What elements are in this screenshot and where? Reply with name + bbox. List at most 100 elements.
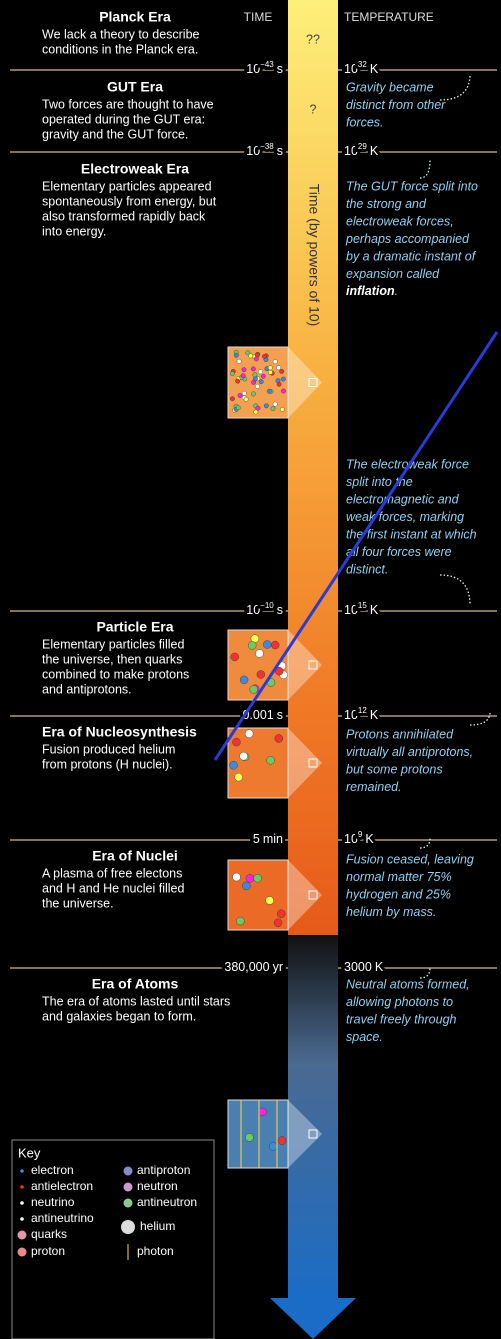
key-item: proton: [31, 1244, 65, 1258]
era-description: Two forces are thought to have: [42, 97, 214, 111]
label-unit: s: [277, 708, 283, 722]
particle: [280, 376, 286, 382]
time-label: 10−38 s: [246, 142, 283, 158]
particle: [248, 641, 257, 650]
note-line: electroweak forces,: [346, 214, 454, 228]
key-icon: [17, 1247, 27, 1257]
label-base: 10: [344, 603, 358, 617]
pointer: [439, 574, 471, 606]
label-base: 3000: [344, 960, 372, 974]
particle: [274, 734, 284, 743]
era-description: Elementary particles appeared: [42, 179, 212, 193]
label-unit: K: [375, 960, 384, 974]
box-marker: [308, 1129, 318, 1139]
pointer: [439, 73, 471, 101]
era-description: Elementary particles filled: [42, 637, 184, 651]
particle: [277, 1136, 287, 1145]
particle: [245, 350, 251, 356]
particle: [249, 685, 258, 694]
key-item: electron: [31, 1163, 74, 1177]
label-unit: K: [370, 603, 379, 617]
particle: [256, 670, 266, 679]
temperature-header: TEMPERATURE: [344, 10, 434, 24]
label-base: 10: [246, 62, 260, 76]
era-description: A plasma of free electons: [42, 866, 182, 880]
key-icon: [123, 1198, 133, 1208]
label-unit: s: [277, 144, 283, 158]
particle: [262, 640, 272, 649]
pointer: [419, 967, 431, 979]
key-item: antielectron: [31, 1179, 93, 1193]
particle: [236, 916, 245, 926]
particle: [276, 909, 286, 918]
particle: [252, 372, 258, 378]
arrow-head: [270, 1298, 356, 1339]
label-base: 10: [344, 708, 358, 722]
temperature-label: 1029 K: [344, 142, 379, 158]
label-unit: K: [370, 62, 379, 76]
note-line: The electroweak force: [346, 457, 469, 471]
label-base: 0.001: [242, 708, 273, 722]
particle: [279, 369, 285, 374]
label-base: 380,000: [224, 960, 269, 974]
particle: [255, 649, 264, 658]
note-line: hydrogen and 25%: [346, 887, 451, 901]
label-unit: s: [277, 603, 283, 617]
note-emphasis: inflation: [346, 284, 395, 298]
particle: [232, 872, 241, 882]
note-line: helium by mass.: [346, 905, 436, 919]
particle: [229, 761, 238, 770]
particle: [276, 381, 282, 387]
particle: [251, 391, 256, 397]
particle: [230, 396, 235, 402]
era-description: Fusion produced helium: [42, 742, 175, 756]
particle: [236, 358, 242, 364]
particle: [270, 640, 280, 650]
time-label: 10−10 s: [246, 601, 283, 617]
note-line: all four forces were: [346, 545, 452, 559]
unknown-time: ??: [306, 32, 320, 46]
era-title: Planck Era: [99, 9, 171, 25]
particle: [281, 388, 286, 394]
era-description: gravity and the GUT force.: [42, 127, 188, 141]
label-exponent: 9: [358, 830, 363, 839]
label-exponent: 15: [358, 601, 367, 610]
label-unit: K: [365, 832, 374, 846]
time-column-cool: [288, 935, 338, 1300]
particle: [266, 388, 272, 394]
note-line: weak forces, marking: [346, 510, 464, 524]
particle: [230, 652, 239, 662]
box-pointer: [288, 728, 322, 798]
key-icon: [20, 1217, 24, 1221]
pointer: [469, 711, 491, 726]
particle: [272, 401, 278, 407]
era-description: from protons (H nuclei).: [42, 757, 173, 771]
era-title: Particle Era: [96, 619, 173, 635]
particle: [253, 874, 262, 883]
key-item: quarks: [31, 1227, 67, 1241]
label-base: 10: [344, 62, 358, 76]
era-description: conditions in the Planck era.: [42, 42, 198, 56]
note-line: The GUT force split into: [346, 179, 478, 193]
particle: [255, 383, 260, 389]
era-title: Era of Nucleosynthesis: [42, 724, 197, 740]
particle: [244, 729, 254, 738]
label-base: 10: [246, 144, 260, 158]
era-title: Era of Atoms: [92, 976, 179, 992]
particle: [265, 896, 274, 905]
temperature-label: 3000 K: [344, 960, 384, 974]
key-icon: [121, 1220, 135, 1234]
box-pointer: [288, 630, 322, 700]
key-item: neutrino: [31, 1195, 75, 1209]
key-icon: [20, 1169, 24, 1173]
label-exponent: 12: [358, 706, 367, 715]
particle: [248, 353, 254, 359]
pointer: [419, 837, 431, 849]
note-line: Neutral atoms formed,: [346, 977, 470, 991]
particle: [235, 378, 241, 384]
note-line: perhaps accompanied: [345, 232, 470, 246]
particle: [251, 379, 257, 385]
label-base: 10: [344, 832, 358, 846]
key-item: antiproton: [137, 1163, 190, 1177]
particle: [241, 367, 247, 373]
